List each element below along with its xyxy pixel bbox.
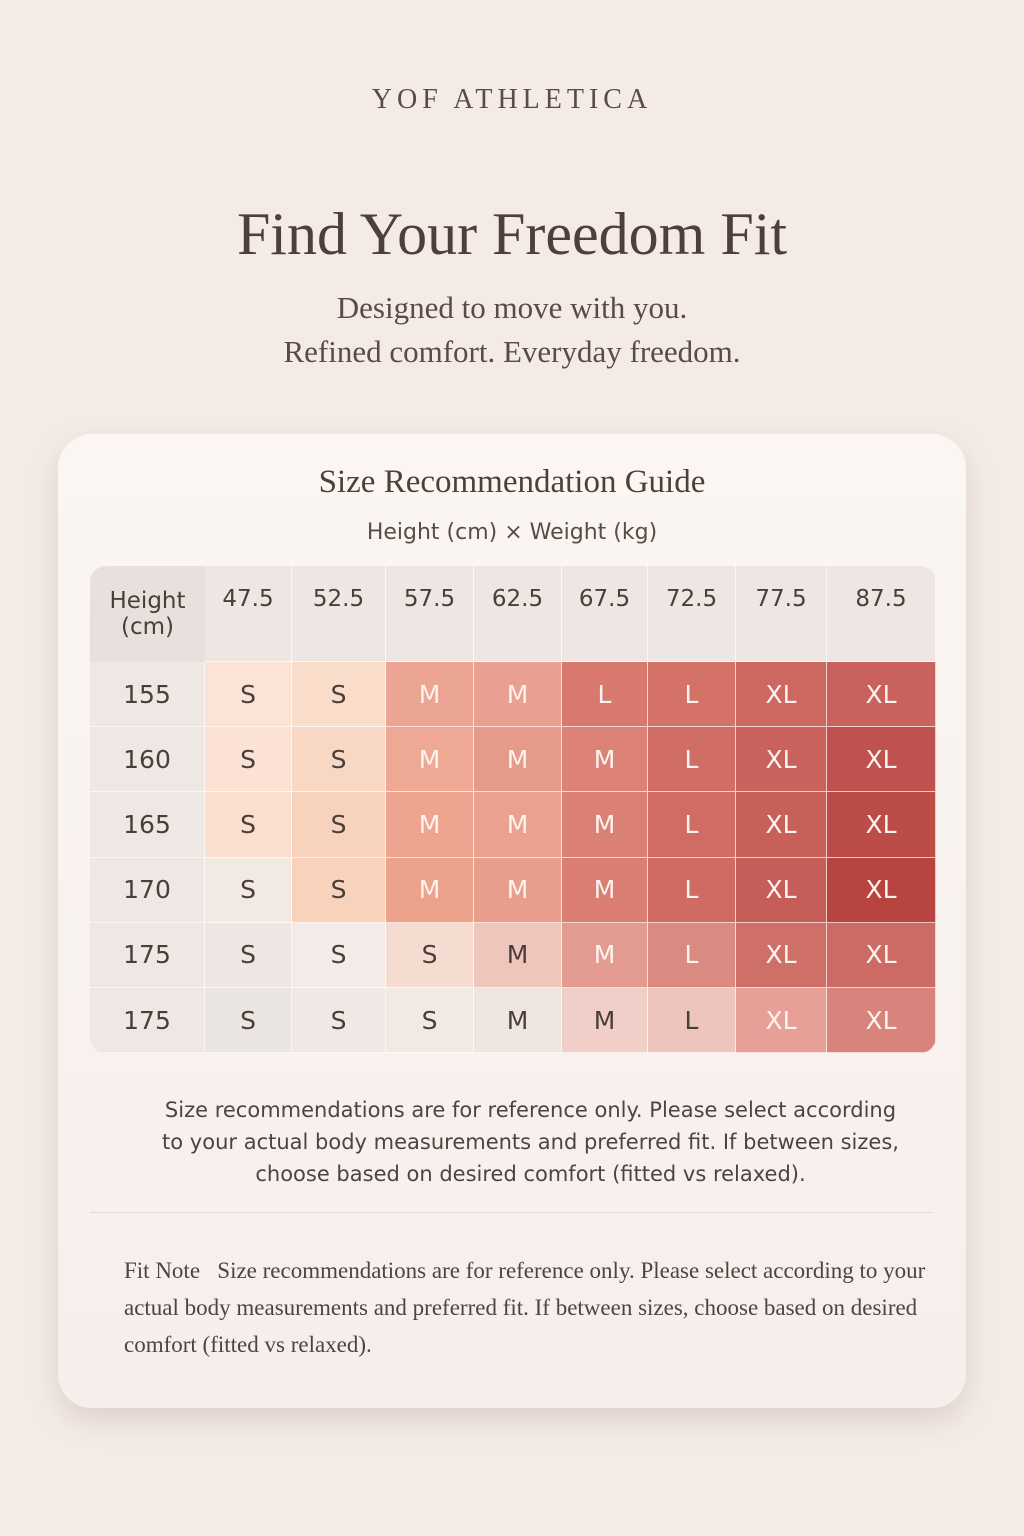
weight-header: 87.5 (827, 566, 936, 662)
height-label: 165 (90, 792, 205, 858)
size-cell: M (386, 662, 474, 728)
size-cell: M (562, 988, 648, 1053)
subtitle: Designed to move with you. (336, 290, 688, 325)
height-label: 170 (90, 857, 205, 923)
height-label: 175 (90, 988, 205, 1053)
size-cell: XL (736, 922, 827, 988)
size-cell: XL (736, 857, 827, 923)
size-cell: S (386, 988, 474, 1053)
weight-header: 62.5 (474, 566, 562, 662)
size-cell: M (386, 857, 474, 923)
size-cell: S (292, 727, 386, 793)
size-cell: L (648, 727, 736, 793)
size-cell: L (648, 988, 736, 1053)
weight-header: 47.5 (205, 566, 292, 662)
size-cell: S (292, 922, 386, 988)
size-cell: XL (827, 727, 936, 793)
size-cell: XL (827, 922, 936, 988)
size-cell: XL (736, 988, 827, 1053)
weight-header: 67.5 (562, 566, 648, 662)
size-cell: XL (827, 988, 936, 1053)
size-cell: XL (736, 792, 827, 858)
corner-header: Height (cm) (90, 566, 205, 662)
brand: YOF ATHLETICA (371, 84, 653, 115)
size-cell: XL (827, 662, 936, 728)
height-label: 160 (90, 727, 205, 793)
size-cell: L (648, 922, 736, 988)
size-cell: L (562, 662, 648, 728)
divider (90, 1212, 932, 1213)
size-cell: M (474, 792, 562, 858)
height-label: 175 (90, 922, 205, 988)
size-cell: S (386, 922, 474, 988)
weight-header: 72.5 (648, 566, 736, 662)
size-cell: M (474, 662, 562, 728)
subtitle: Refined comfort. Everyday freedom. (283, 334, 741, 369)
size-cell: M (474, 727, 562, 793)
size-cell: S (205, 922, 292, 988)
size-cell: M (386, 792, 474, 858)
weight-header: 77.5 (736, 566, 827, 662)
size-cell: XL (827, 792, 936, 858)
card-title: Size Recommendation Guide (318, 464, 706, 500)
size-cell: XL (827, 857, 936, 923)
size-cell: S (205, 792, 292, 858)
fit-note-text: Size recommendations are for reference o… (124, 1258, 926, 1357)
size-cell: S (292, 988, 386, 1053)
size-cell: M (562, 727, 648, 793)
size-cell: S (205, 988, 292, 1053)
size-table: Height (cm) 47.5 52.5 57.5 62.5 67.5 72.5 77.5… (90, 566, 936, 1053)
size-cell: M (474, 988, 562, 1053)
size-cell: L (648, 662, 736, 728)
size-cell: S (205, 727, 292, 793)
size-cell: M (562, 792, 648, 858)
height-label: 155 (90, 662, 205, 728)
page-title: Find Your Freedom Fit (236, 201, 788, 267)
size-cell: S (205, 662, 292, 728)
size-cell: M (474, 857, 562, 923)
size-cell: S (292, 857, 386, 923)
size-cell: S (292, 792, 386, 858)
size-cell: M (386, 727, 474, 793)
card: Size Recommendation Guide Height (cm) × … (58, 434, 966, 1408)
disclaimer: Size recommendations are for reference o… (162, 1098, 899, 1186)
size-cell: L (648, 792, 736, 858)
size-cell: S (292, 662, 386, 728)
weight-header: 52.5 (292, 566, 386, 662)
size-cell: M (474, 922, 562, 988)
weight-header: 57.5 (386, 566, 474, 662)
size-cell: S (205, 857, 292, 923)
size-cell: XL (736, 662, 827, 728)
card-subtitle: Height (cm) × Weight (kg) (366, 520, 658, 545)
size-cell: M (562, 922, 648, 988)
size-cell: L (648, 857, 736, 923)
size-cell: XL (736, 727, 827, 793)
fit-note-label: Fit Note (124, 1258, 201, 1283)
fit-note: Fit Note Size recommendations are for re… (124, 1252, 944, 1363)
size-cell: M (562, 857, 648, 923)
